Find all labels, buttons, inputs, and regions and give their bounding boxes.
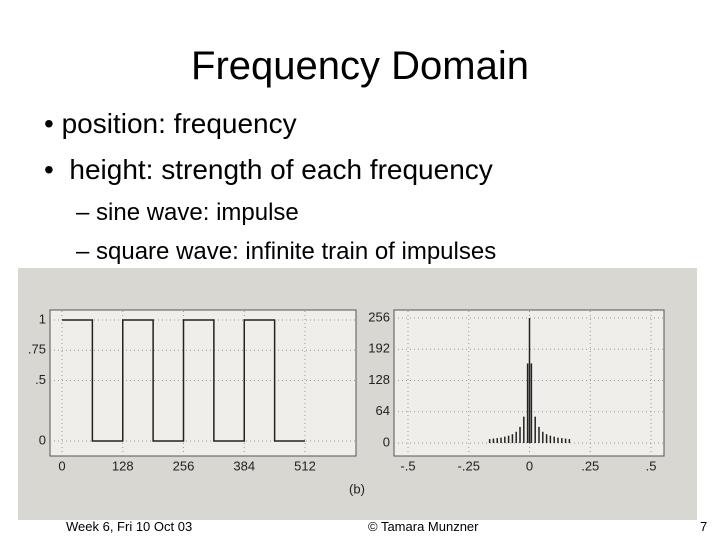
y-tick-label: 128: [368, 372, 390, 387]
slide-title: Frequency Domain: [191, 44, 529, 88]
x-tick-label: -.5: [400, 458, 415, 473]
bullet: • height: strength of each frequency: [44, 154, 493, 185]
y-tick-label: 0: [39, 432, 46, 447]
figure-caption: (b): [349, 481, 365, 496]
y-tick-label: .75: [28, 342, 46, 357]
sub-bullet-text: sine wave: impulse: [96, 199, 299, 226]
x-tick-label: .5: [646, 458, 657, 473]
x-tick-label: 128: [112, 458, 134, 473]
x-tick-label: 384: [233, 458, 255, 473]
x-tick-label: -.25: [458, 458, 480, 473]
x-tick-label: 256: [173, 458, 195, 473]
x-tick-label: 512: [294, 458, 316, 473]
y-tick-label: 256: [368, 309, 390, 324]
sub-bullet: – sine wave: impulse: [76, 199, 299, 226]
x-tick-label: .25: [581, 458, 599, 473]
signal-line: [62, 319, 305, 442]
y-tick-label: 1: [39, 311, 46, 326]
y-tick-label: .5: [35, 372, 46, 387]
y-tick-label: 192: [368, 341, 390, 356]
y-tick-label: 64: [376, 403, 390, 418]
footer-right: 7: [700, 519, 708, 534]
footer-center: © Tamara Munzner: [368, 519, 479, 534]
bullet-text: position: frequency: [61, 108, 297, 139]
y-tick-label: 0: [383, 434, 390, 449]
bullet: • position: frequency: [44, 108, 297, 139]
bullet-text: height: strength of each frequency: [69, 154, 493, 185]
plot-frame: [49, 309, 357, 457]
sub-bullet: – square wave: infinite train of impulse…: [76, 238, 497, 265]
x-tick-label: 0: [58, 458, 65, 473]
sub-bullet-text: square wave: infinite train of impulses: [96, 238, 497, 265]
footer-left: Week 6, Fri 10 Oct 03: [66, 519, 193, 534]
x-tick-label: 0: [526, 458, 533, 473]
